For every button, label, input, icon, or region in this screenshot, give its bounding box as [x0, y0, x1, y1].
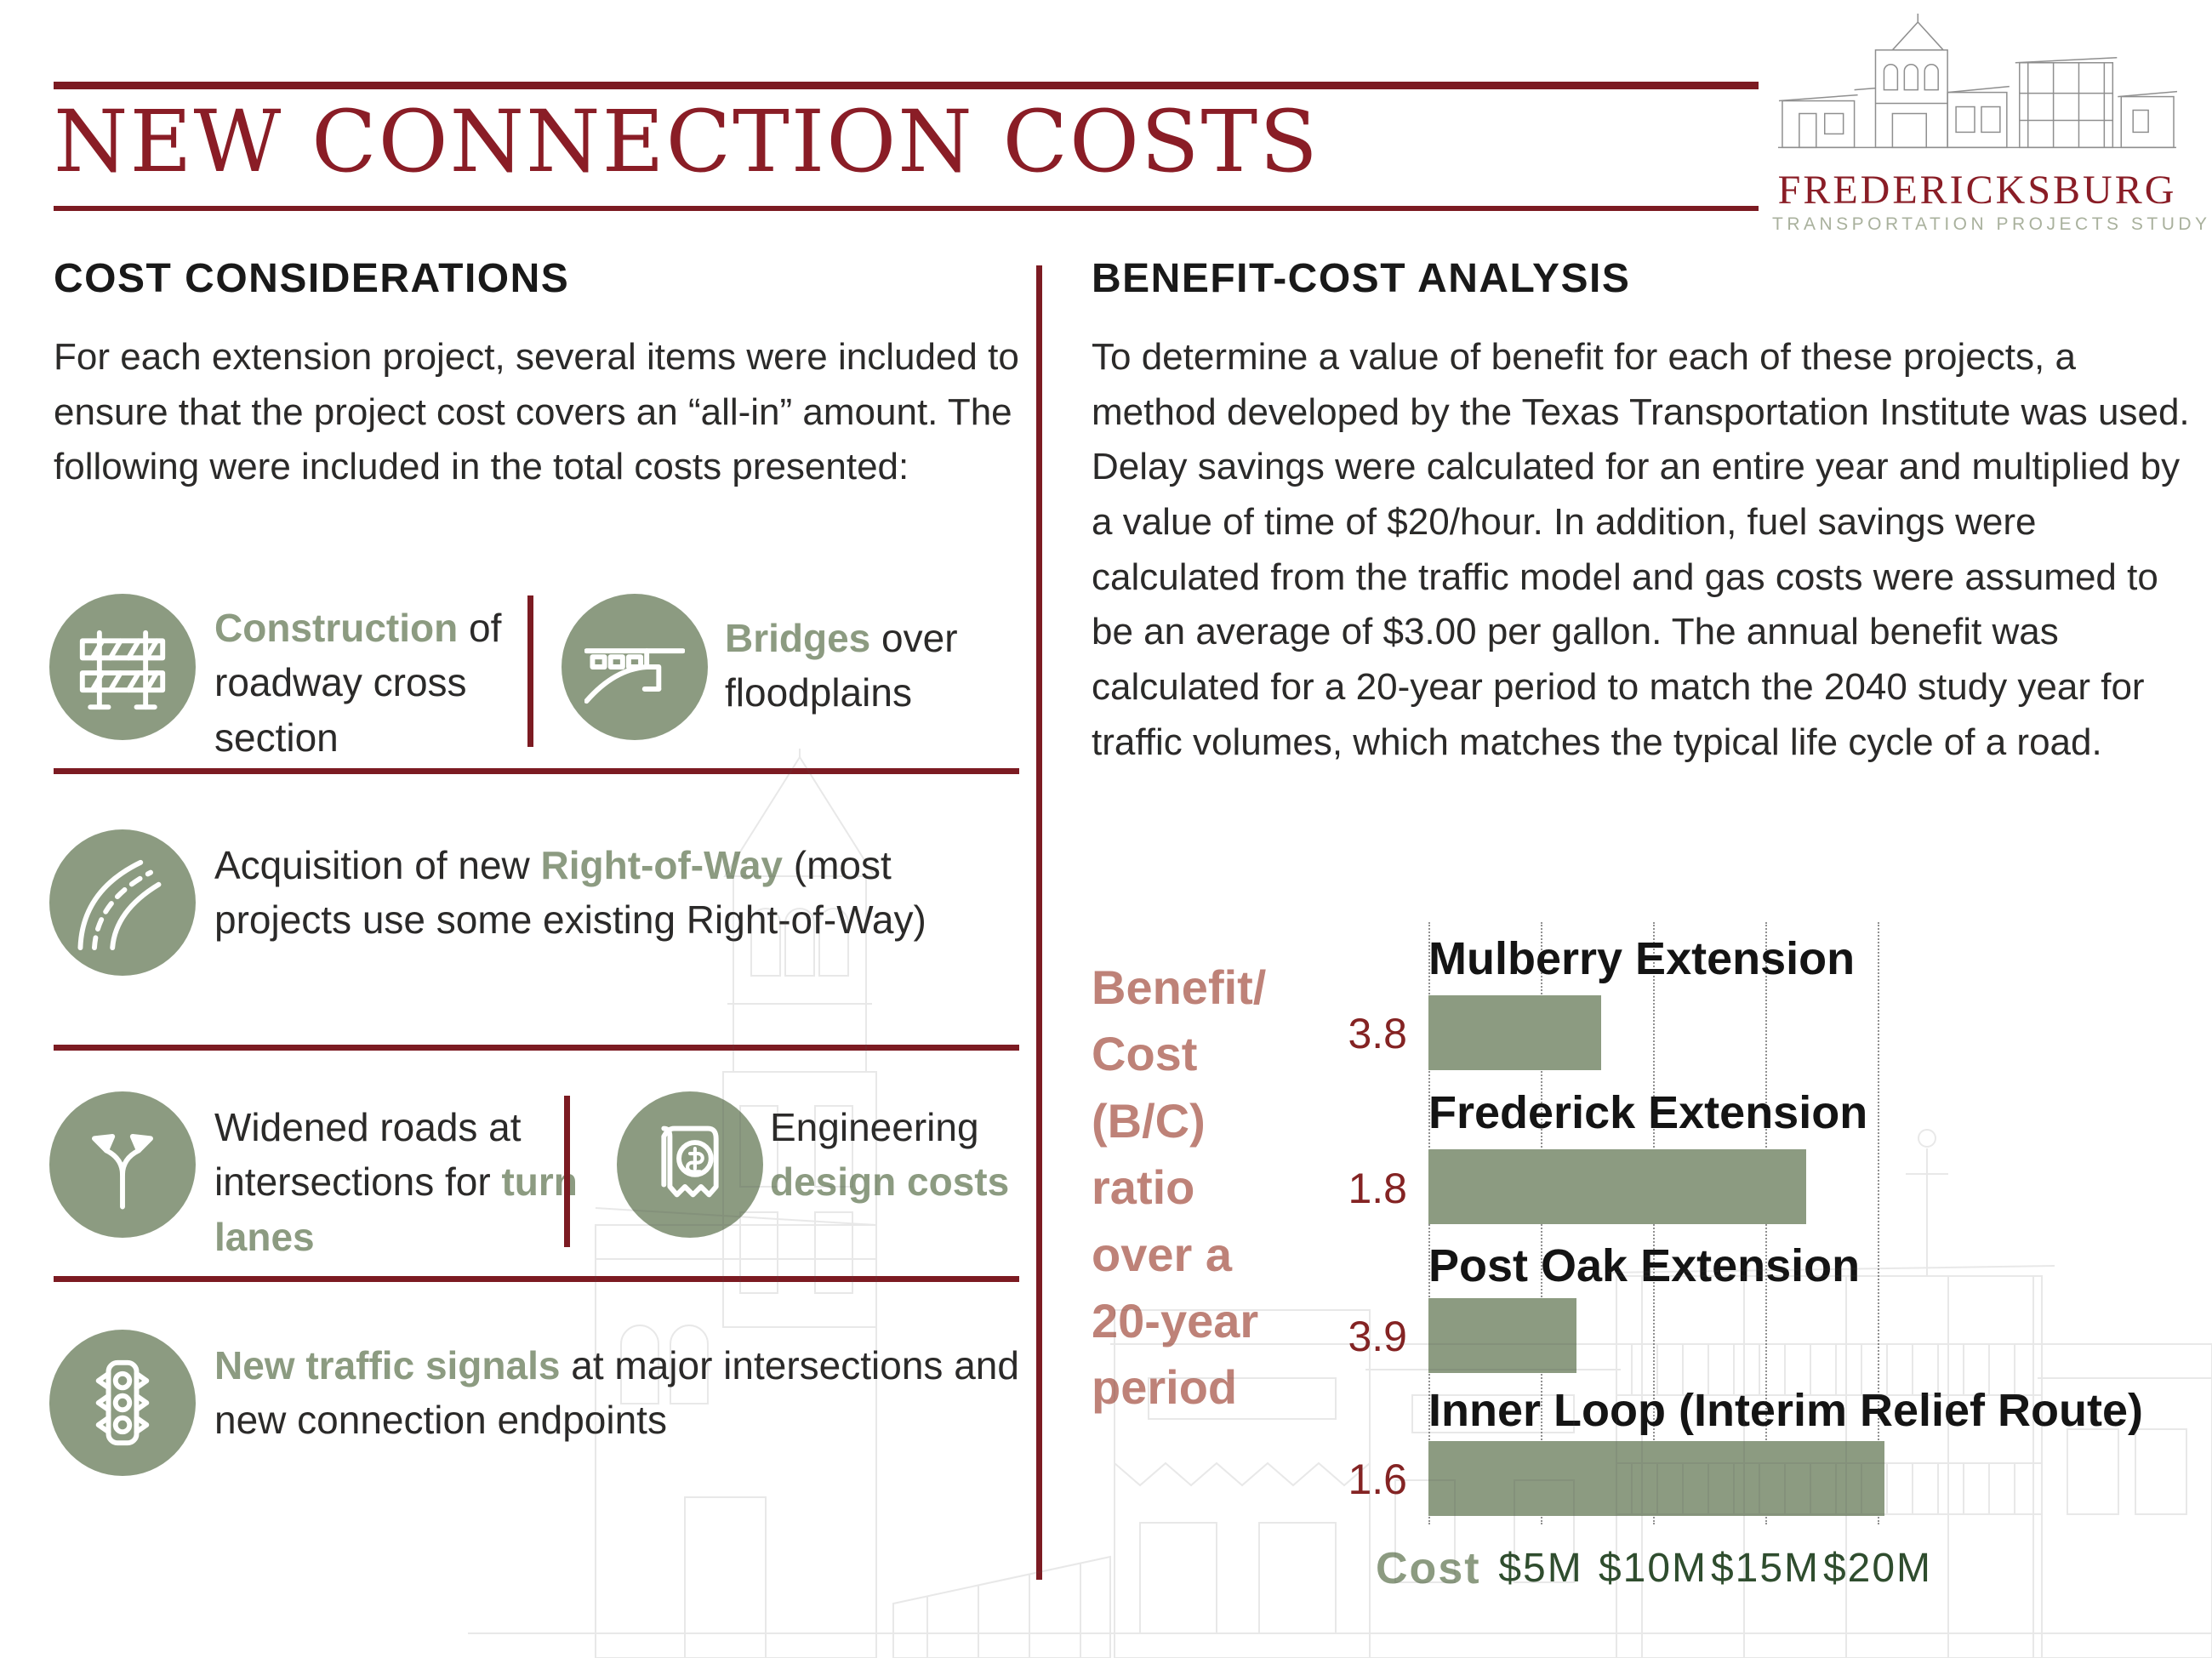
x-tick-15m: $15M: [1710, 1546, 1821, 1591]
bar-frederick: [1428, 1149, 1806, 1224]
town-sketch-logo-image: [1774, 12, 2181, 169]
page-title: NEW CONNECTION COSTS: [54, 92, 1320, 191]
row-separator-3: [54, 1276, 1019, 1282]
bar-post-oak: [1428, 1298, 1576, 1373]
x-tick-5m: $5M: [1498, 1546, 1583, 1591]
ratio-value-inner-loop: 1.6: [1348, 1456, 1407, 1503]
item-text-highlight: New traffic signals: [214, 1343, 561, 1387]
town-sketch-drawing: [1777, 13, 2178, 149]
bar-label-inner-loop: Inner Loop (Interim Relief Route): [1428, 1385, 2144, 1436]
bridge-icon: [562, 594, 708, 740]
row1-divider: [527, 595, 533, 747]
cost-item-construction: Construction of roadway cross section: [214, 601, 512, 765]
cost-item-bridges: Bridges over floodplains: [725, 611, 1018, 721]
cost-item-engineering: Engineering design costs: [770, 1100, 1025, 1210]
chart-y-axis-label: Benefit/ Cost (B/C) ratio over a 20-year…: [1092, 960, 1267, 1415]
ratio-value-mulberry: 3.8: [1348, 1010, 1407, 1057]
item-text-pre: Engineering: [770, 1105, 979, 1149]
bar-label-frederick: Frederick Extension: [1428, 1087, 1868, 1138]
cost-item-traffic-signals: New traffic signals at major intersectio…: [214, 1338, 1048, 1448]
row-separator-1: [54, 768, 1019, 774]
logo-wordmark: FREDERICKSBURG: [1777, 168, 2177, 213]
column-divider: [1036, 265, 1042, 1580]
header-top-rule: [54, 82, 1759, 89]
item-text-post: of roadway cross section: [214, 606, 502, 760]
item-text-post: at major intersections and new connectio…: [214, 1343, 1019, 1443]
item-text-post: over floodplains: [725, 616, 958, 715]
benefit-cost-bar-chart: Mulberry Extension 3.8 Frederick Extensi…: [1348, 919, 2177, 1531]
item-text-highlight: design costs: [770, 1159, 1010, 1205]
bar-label-post-oak: Post Oak Extension: [1428, 1240, 1861, 1291]
receipt-dollar-icon: [617, 1091, 763, 1238]
row-separator-2: [54, 1045, 1019, 1051]
left-intro-paragraph: For each extension project, several item…: [54, 336, 1019, 488]
turn-arrows-icon: [49, 1091, 196, 1238]
x-tick-20m: $20M: [1822, 1546, 1933, 1591]
bar-label-mulberry: Mulberry Extension: [1428, 933, 1856, 984]
cost-item-turn-lanes: Widened roads at intersections for turn …: [214, 1100, 589, 1264]
right-intro-paragraph: To determine a value of benefit for each…: [1092, 336, 2190, 763]
item-text-post: (most projects use some existing Right-o…: [214, 843, 926, 943]
ratio-value-frederick: 1.8: [1348, 1165, 1407, 1212]
bar-mulberry: [1428, 995, 1601, 1070]
bar-inner-loop: [1428, 1441, 1884, 1516]
item-text-highlight: Right-of-Way: [540, 843, 783, 887]
item-text-pre: Acquisition of new: [214, 843, 541, 887]
ratio-value-post-oak: 3.9: [1348, 1313, 1407, 1360]
x-axis-title: Cost: [1376, 1544, 1481, 1593]
logo-subtitle: TRANSPORTATION PROJECTS STUDY: [1772, 214, 2211, 234]
cost-item-right-of-way: Acquisition of new Right-of-Way (most pr…: [214, 838, 1023, 948]
road-curve-icon: [49, 829, 196, 976]
item-text-highlight: Construction: [214, 606, 459, 650]
gridline-20m: [1878, 922, 1879, 1524]
left-column-heading: COST CONSIDERATIONS: [54, 256, 570, 301]
traffic-signal-icon: [49, 1330, 196, 1476]
x-tick-10m: $10M: [1598, 1546, 1708, 1591]
construction-barrier-icon: [49, 594, 196, 740]
right-column-heading: BENEFIT-COST ANALYSIS: [1092, 256, 1631, 301]
row3-divider: [564, 1096, 570, 1247]
item-text-highlight: Bridges: [725, 616, 871, 660]
item-text-pre: Widened roads at intersections for: [214, 1105, 522, 1205]
header-bottom-rule: [54, 206, 1759, 211]
